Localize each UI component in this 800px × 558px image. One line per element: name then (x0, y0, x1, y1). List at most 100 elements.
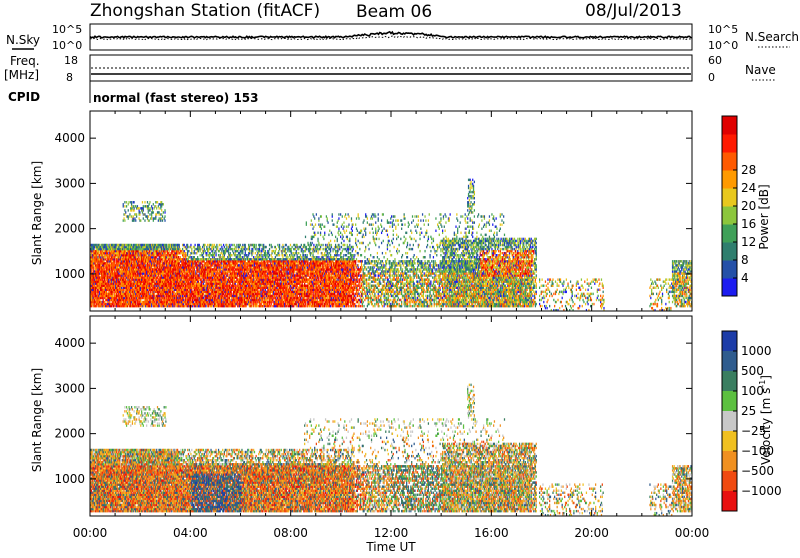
range-gate-cell (130, 272, 133, 275)
range-gate-cell (163, 274, 165, 277)
range-gate-cell (90, 296, 93, 300)
range-gate-cell (166, 272, 168, 275)
range-gate-cell (115, 298, 117, 302)
range-gate-cell (95, 264, 98, 267)
range-gate-cell (176, 264, 179, 267)
range-gate-cell (186, 274, 188, 277)
range-gate-cell (152, 284, 154, 287)
range-gate-cell (129, 304, 131, 308)
range-gate-cell (153, 276, 155, 279)
range-gate-cell (172, 278, 175, 281)
range-gate-cell (163, 266, 165, 269)
range-gate-cell (161, 203, 164, 206)
range-gate-cell (179, 278, 181, 281)
range-gate-cell (164, 288, 166, 292)
range-gate-cell (141, 209, 143, 212)
range-gate-cell (109, 288, 111, 292)
range-gate-cell (110, 262, 113, 265)
range-gate-cell (124, 302, 126, 306)
range-gate-cell (132, 249, 134, 253)
range-gate-cell (146, 249, 148, 253)
range-gate-cell (93, 286, 95, 290)
range-gate-cell (157, 274, 159, 277)
range-gate-cell (130, 245, 133, 249)
range-gate-cell (101, 245, 103, 249)
range-gate-cell (119, 290, 121, 294)
range-gate-cell (145, 286, 147, 290)
range-gate-cell (92, 280, 94, 283)
range-gate-cell (170, 268, 172, 271)
range-gate-cell (121, 288, 124, 292)
range-gate-cell (159, 247, 161, 251)
range-gate-cell (99, 268, 101, 271)
power-scatter-cells (90, 178, 693, 312)
range-gate-cell (142, 300, 144, 304)
range-gate-cell (118, 247, 120, 251)
range-gate-cell (96, 284, 98, 287)
range-gate-cell (112, 290, 114, 294)
range-gate-cell (177, 266, 180, 269)
range-gate-cell (181, 294, 183, 298)
range-gate-cell (125, 270, 127, 273)
range-gate-cell (144, 201, 146, 204)
range-gate-cell (180, 266, 182, 269)
range-gate-cell (128, 274, 130, 277)
range-gate-cell (110, 286, 113, 290)
range-gate-cell (138, 276, 140, 279)
range-gate-cell (114, 278, 116, 281)
range-gate-cell (158, 280, 160, 283)
range-gate-cell (181, 270, 184, 273)
range-gate-cell (97, 278, 99, 281)
range-gate-cell (122, 266, 124, 269)
range-gate-cell (135, 276, 138, 279)
range-gate-cell (128, 260, 130, 263)
range-gate-cell (93, 258, 95, 261)
range-gate-cell (174, 276, 176, 279)
range-gate-cell (151, 282, 154, 285)
range-gate-cell (166, 256, 168, 259)
range-gate-cell (155, 217, 157, 220)
range-gate-cell (115, 253, 117, 257)
range-gate-cell (107, 292, 109, 296)
range-gate-cell (185, 260, 187, 263)
range-gate-cell (174, 253, 176, 257)
range-gate-cell (135, 288, 138, 292)
range-gate-cell (95, 282, 97, 285)
range-gate-cell (120, 286, 122, 290)
range-gate-cell (96, 247, 98, 251)
range-gate-cell (131, 258, 134, 261)
range-gate-cell (149, 209, 151, 212)
range-gate-cell (136, 270, 139, 273)
range-gate-cell (139, 278, 141, 281)
range-gate-cell (111, 272, 113, 275)
range-gate-cell (155, 264, 157, 267)
range-gate-cell (124, 274, 126, 277)
range-gate-cell (147, 296, 149, 300)
range-gate-cell (108, 245, 110, 249)
range-gate-cell (130, 203, 133, 206)
range-gate-cell (143, 260, 145, 263)
range-gate-cell (156, 253, 158, 257)
range-gate-cell (146, 247, 149, 251)
range-gate-cell (116, 253, 118, 257)
range-gate-cell (119, 294, 121, 298)
range-gate-cell (152, 217, 154, 220)
range-gate-cell (133, 294, 135, 298)
range-gate-cell (110, 302, 113, 306)
range-gate-cell (110, 243, 113, 247)
range-gate-cell (183, 266, 185, 269)
range-gate-cell (182, 258, 185, 261)
range-gate-cell (173, 258, 175, 261)
range-gate-cell (99, 286, 101, 290)
range-gate-cell (129, 268, 131, 271)
range-gate-cell (91, 245, 93, 249)
range-gate-cell (162, 268, 164, 271)
range-gate-cell (178, 268, 180, 271)
range-gate-cell (156, 292, 159, 296)
range-gate-cell (168, 286, 170, 290)
range-gate-cell (138, 243, 140, 247)
range-gate-cell (145, 294, 147, 298)
range-gate-cell (129, 276, 131, 279)
range-gate-cell (167, 270, 169, 273)
range-gate-cell (170, 256, 172, 259)
